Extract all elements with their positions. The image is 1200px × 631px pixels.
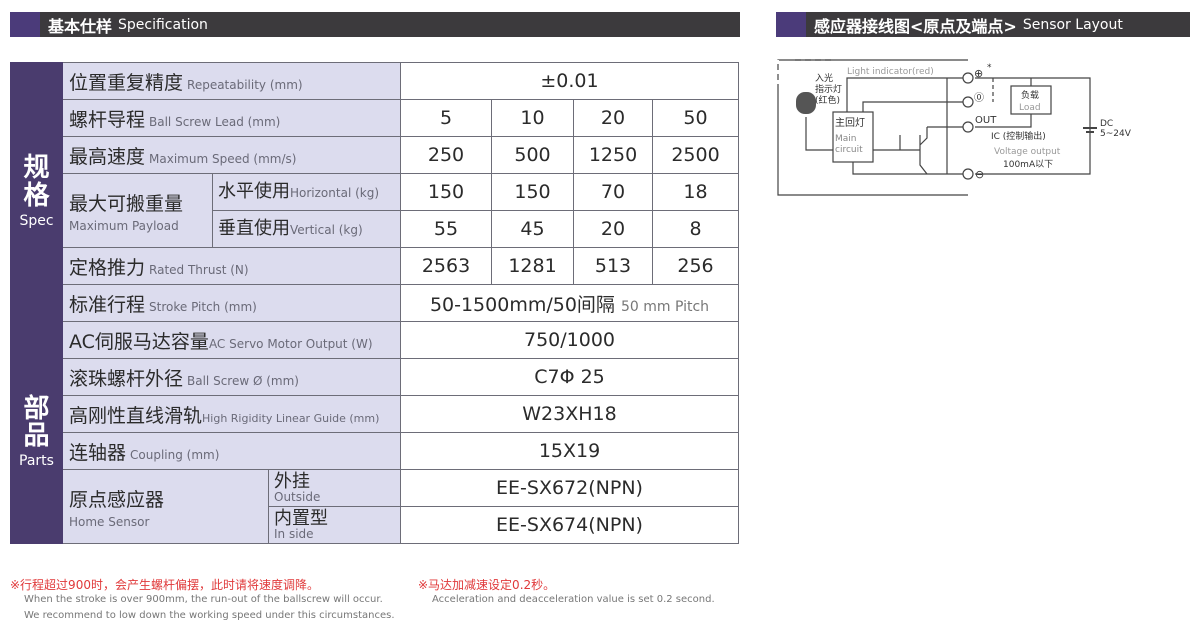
svg-text:*: * bbox=[987, 63, 992, 73]
table-row: 垂直使用Vertical (kg) 55 45 20 8 bbox=[11, 210, 739, 248]
table-row: 滚珠螺杆外径 Ball Screw Ø (mm) C7Φ 25 bbox=[11, 358, 739, 396]
value-vertical: 8 bbox=[652, 210, 739, 248]
value-horizontal: 18 bbox=[652, 173, 739, 211]
value-repeatability: ±0.01 bbox=[400, 62, 739, 100]
sensor-title-en: Sensor Layout bbox=[1022, 16, 1123, 33]
note-stroke-zh: ※行程超过900时，会产生螺杆偏摆，此时请将速度调降。 bbox=[10, 578, 319, 592]
value-thrust: 2563 bbox=[400, 247, 492, 285]
header-accent bbox=[10, 12, 40, 37]
svg-text:Load: Load bbox=[1019, 103, 1041, 113]
label-coupling: 连轴器 Coupling (mm) bbox=[62, 432, 401, 470]
note-accel-zh: ※马达加减速设定0.2秒。 bbox=[418, 578, 556, 592]
label-motor: AC伺服马达容量AC Servo Motor Output (W) bbox=[62, 321, 401, 359]
value-lead: 10 bbox=[491, 99, 574, 137]
label-speed: 最高速度 Maximum Speed (mm/s) bbox=[62, 136, 401, 174]
value-thrust: 1281 bbox=[491, 247, 574, 285]
svg-text:⊖: ⊖ bbox=[975, 168, 984, 181]
svg-text:IC (控制输出): IC (控制输出) bbox=[991, 130, 1046, 142]
value-coupling: 15X19 bbox=[400, 432, 739, 470]
table-row: 内置型 In side EE-SX674(NPN) bbox=[11, 506, 739, 544]
value-speed: 500 bbox=[491, 136, 574, 174]
svg-text:100mA以下: 100mA以下 bbox=[1003, 160, 1053, 170]
section-spec: 规格 Spec bbox=[10, 62, 63, 322]
label-outside: 外挂 Outside bbox=[268, 469, 401, 507]
label-screw: 滚珠螺杆外径 Ball Screw Ø (mm) bbox=[62, 358, 401, 396]
svg-text:OUT: OUT bbox=[975, 115, 997, 126]
value-horizontal: 150 bbox=[400, 173, 492, 211]
table-row: 最高速度 Maximum Speed (mm/s) 250 500 1250 25… bbox=[11, 136, 739, 174]
value-lead: 20 bbox=[573, 99, 653, 137]
table-row: 螺杆导程 Ball Screw Lead (mm) 5 10 20 50 bbox=[11, 99, 739, 137]
svg-text:circuit: circuit bbox=[835, 145, 863, 155]
sensor-title-zh: 感应器接线图<原点及端点> bbox=[814, 16, 1017, 36]
label-stroke: 标准行程 Stroke Pitch (mm) bbox=[62, 284, 401, 322]
svg-text:入光: 入光 bbox=[815, 72, 833, 84]
svg-text:负载: 负载 bbox=[1021, 89, 1039, 101]
section-parts: 部品 Parts bbox=[10, 321, 63, 544]
sensor-wiring-diagram: Light indicator(red) 入光 指示灯 (红色) 主回灯 Mai… bbox=[777, 59, 1132, 196]
svg-text:5~24V: 5~24V bbox=[1100, 129, 1132, 139]
value-vertical: 55 bbox=[400, 210, 492, 248]
value-vertical: 45 bbox=[491, 210, 574, 248]
sensor-header: 感应器接线图<原点及端点> Sensor Layout bbox=[776, 12, 1190, 37]
label-lead: 螺杆导程 Ball Screw Lead (mm) bbox=[62, 99, 401, 137]
label-repeatability: 位置重复精度 Repeatability (mm) bbox=[62, 62, 401, 100]
value-lead: 5 bbox=[400, 99, 492, 137]
svg-text:Main: Main bbox=[835, 134, 857, 144]
table-row: 最大可搬重量 Maximum Payload 水平使用Horizontal (kg… bbox=[11, 173, 739, 248]
value-stroke: 50-1500mm/50间隔 50 mm Pitch bbox=[400, 284, 739, 322]
value-outside: EE-SX672(NPN) bbox=[400, 469, 739, 507]
spec-title-zh: 基本仕样 bbox=[48, 16, 113, 36]
value-screw: C7Φ 25 bbox=[400, 358, 739, 396]
label-thrust: 定格推力 Rated Thrust (N) bbox=[62, 247, 401, 285]
value-guide: W23XH18 bbox=[400, 395, 739, 433]
table-row: 标准行程 Stroke Pitch (mm) 50-1500mm/50间隔 50 … bbox=[11, 284, 739, 322]
value-motor: 750/1000 bbox=[400, 321, 739, 359]
label-sensor: 原点感应器 Home Sensor bbox=[62, 469, 269, 544]
label-payload: 最大可搬重量 Maximum Payload bbox=[62, 173, 213, 248]
table-row: 规格 Spec 位置重复精度 Repeatability (mm) ±0.01 bbox=[10, 62, 739, 322]
value-thrust: 256 bbox=[652, 247, 739, 285]
table-row: 高刚性直线滑轨High Rigidity Linear Guide (mm) W… bbox=[11, 395, 739, 433]
value-vertical: 20 bbox=[573, 210, 653, 248]
svg-text:(红色): (红色) bbox=[815, 94, 840, 106]
led-icon bbox=[796, 92, 816, 114]
label-inside: 内置型 In side bbox=[268, 506, 401, 544]
table-row: 连轴器 Coupling (mm) 15X19 bbox=[11, 432, 739, 470]
svg-text:指示灯: 指示灯 bbox=[815, 83, 842, 95]
value-horizontal: 70 bbox=[573, 173, 653, 211]
value-thrust: 513 bbox=[573, 247, 653, 285]
light-indicator-label: Light indicator(red) bbox=[847, 67, 934, 77]
spec-table: 规格 Spec 位置重复精度 Repeatability (mm) ±0.01 螺杆… bbox=[10, 62, 739, 544]
svg-text:⓪: ⓪ bbox=[974, 92, 984, 104]
spec-header: 基本仕样 Specification bbox=[10, 12, 740, 37]
value-horizontal: 150 bbox=[491, 173, 574, 211]
value-speed: 1250 bbox=[573, 136, 653, 174]
label-guide: 高刚性直线滑轨High Rigidity Linear Guide (mm) bbox=[62, 395, 401, 433]
header-accent bbox=[776, 12, 806, 37]
value-lead: 50 bbox=[652, 99, 739, 137]
value-speed: 2500 bbox=[652, 136, 739, 174]
svg-text:Voltage output: Voltage output bbox=[994, 147, 1061, 157]
svg-text:DC: DC bbox=[1100, 119, 1113, 129]
label-vertical: 垂直使用Vertical (kg) bbox=[212, 210, 401, 248]
table-row: 定格推力 Rated Thrust (N) 2563 1281 513 256 bbox=[11, 247, 739, 285]
svg-text:⊕: ⊕ bbox=[974, 67, 983, 80]
table-row: 部品 Parts AC伺服马达容量AC Servo Motor Output (W… bbox=[10, 321, 739, 544]
spec-title-en: Specification bbox=[118, 16, 208, 33]
note-accel-en: Acceleration and deacceleration value is… bbox=[432, 594, 715, 605]
table-row: 原点感应器 Home Sensor 外挂 Outside EE-SX672(NPN) bbox=[11, 469, 739, 544]
value-speed: 250 bbox=[400, 136, 492, 174]
value-inside: EE-SX674(NPN) bbox=[400, 506, 739, 544]
svg-text:主回灯: 主回灯 bbox=[835, 117, 865, 129]
note-stroke-en: When the stroke is over 900mm, the run-o… bbox=[24, 594, 395, 621]
label-horizontal: 水平使用Horizontal (kg) bbox=[212, 173, 401, 211]
